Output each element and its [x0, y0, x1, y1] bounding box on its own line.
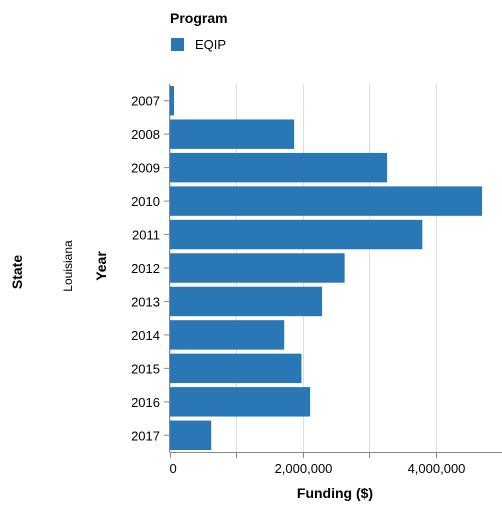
- legend-label-eqip: EQIP: [195, 37, 226, 52]
- y-tick-label: 2008: [131, 127, 160, 142]
- y-tick-label: 2010: [131, 194, 160, 209]
- x-tick-label: 0: [170, 461, 177, 476]
- y-tick-label: 2013: [131, 294, 160, 309]
- y-tick-label: 2007: [131, 94, 160, 109]
- bar: [170, 219, 423, 250]
- x-axis-title: Funding ($): [297, 485, 373, 501]
- y-tick-label: 2016: [131, 395, 160, 410]
- bar: [170, 119, 295, 149]
- x-tick-label: 2,000,000: [275, 461, 333, 476]
- y-tick-label: 2009: [131, 161, 160, 176]
- row-facet-title: State: [9, 255, 25, 289]
- legend-swatch-eqip: [171, 38, 184, 51]
- x-tick-label: 4,000,000: [408, 461, 466, 476]
- bar: [170, 420, 212, 450]
- bar: [170, 86, 174, 116]
- bars: [170, 86, 483, 450]
- y-tick-label: 2017: [131, 428, 160, 443]
- bar: [170, 387, 311, 417]
- x-axis: 0 2,000,000 4,000,000: [170, 452, 502, 476]
- bar: [170, 353, 302, 384]
- bar: [170, 152, 388, 183]
- y-tick-label: 2014: [131, 328, 160, 343]
- bar: [170, 253, 345, 283]
- y-tick-label: 2011: [132, 228, 160, 243]
- legend-title: Program: [170, 10, 228, 26]
- bar: [170, 320, 285, 350]
- y-axis-title: Year: [93, 251, 109, 281]
- y-axis: 2007 2008 2009 2010 2011 2012 2013 2014 2015 2016…: [131, 84, 170, 452]
- bar: [170, 186, 483, 216]
- row-facet-label: Louisiana: [61, 240, 75, 292]
- y-tick-label: 2015: [131, 361, 160, 376]
- legend: Program EQIP: [170, 10, 228, 52]
- bar: [170, 286, 323, 317]
- y-tick-label: 2012: [131, 261, 160, 276]
